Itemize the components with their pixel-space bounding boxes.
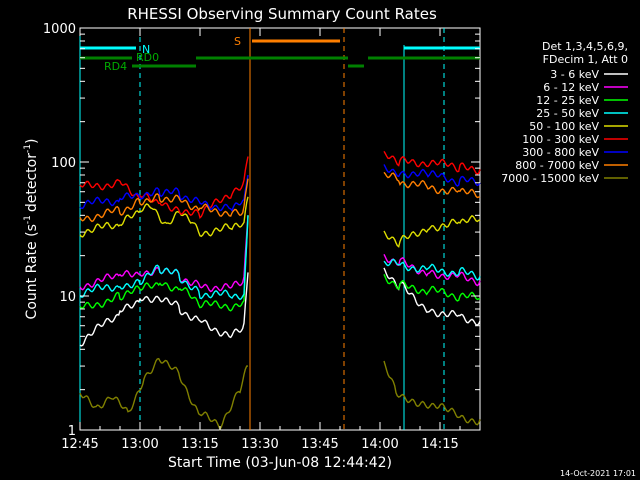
series-line xyxy=(383,253,481,287)
y-axis-label: Count Rate (s-1detector-1) xyxy=(23,139,40,320)
y-tick-label: 1 xyxy=(68,424,76,439)
series-line xyxy=(383,360,481,426)
footer-timestamp: 14-Oct-2021 17:01 xyxy=(560,469,636,478)
y-tick-label: 100 xyxy=(51,156,76,171)
legend-entry-label: 25 - 50 keV xyxy=(536,107,599,120)
y-axis-label-sup1: -1 xyxy=(23,215,33,224)
legend-entry-label: 300 - 800 keV xyxy=(522,146,599,159)
chart-title: RHESSI Observing Summary Count Rates xyxy=(127,5,437,23)
y-axis-label-main: Count Rate (s xyxy=(24,224,40,319)
legend: Det 1,3,4,5,6,9,FDecim 1, Att 0 3 - 6 keV… xyxy=(501,40,628,185)
y-axis-label-mid: detector xyxy=(24,153,40,212)
series-line xyxy=(79,178,249,223)
series-line xyxy=(79,196,249,238)
series-group xyxy=(79,150,481,431)
x-tick-label: 13:30 xyxy=(241,437,278,452)
saa-flag-label: S xyxy=(234,35,241,48)
legend-header-line: Det 1,3,4,5,6,9, xyxy=(542,40,628,53)
series-line xyxy=(79,156,249,219)
series-line xyxy=(79,215,249,301)
legend-header-line: FDecim 1, Att 0 xyxy=(543,53,628,66)
series-line xyxy=(79,272,249,347)
status-flags: N S RD0 RD4 xyxy=(80,35,480,73)
y-axis-label-end: ) xyxy=(24,139,40,144)
axes: 12:45 13:00 13:15 13:30 13:45 14:00 14:15 1 10 10… xyxy=(43,22,481,452)
gap-markers xyxy=(79,28,445,430)
y-axis-label-sup2: -1 xyxy=(23,144,33,153)
series-line xyxy=(79,174,249,213)
x-tick-label: 13:15 xyxy=(181,437,218,452)
x-tick-label: 12:45 xyxy=(61,437,98,452)
legend-entry-label: 3 - 6 keV xyxy=(550,68,599,81)
x-tick-label: 13:45 xyxy=(301,437,338,452)
y-tick-label: 10 xyxy=(59,290,76,305)
legend-entry-label: 100 - 300 keV xyxy=(522,133,599,146)
y-tick-label: 1000 xyxy=(43,22,76,37)
legend-entry-label: 800 - 7000 keV xyxy=(515,159,599,172)
series-line xyxy=(79,215,249,312)
legend-entry-label: 50 - 100 keV xyxy=(529,120,599,133)
series-line xyxy=(383,164,481,187)
rd4-flag-label: RD4 xyxy=(104,60,127,73)
night-flag-label: N xyxy=(142,43,150,56)
series-line xyxy=(383,150,481,175)
rd0-flag-label: RD0 xyxy=(136,51,159,64)
legend-entry-label: 6 - 12 keV xyxy=(543,81,599,94)
series-line xyxy=(383,214,481,248)
legend-entry-label: 7000 - 15000 keV xyxy=(501,172,599,185)
x-tick-label: 13:00 xyxy=(121,437,158,452)
legend-entry-label: 12 - 25 keV xyxy=(536,94,599,107)
x-axis-label: Start Time (03-Jun-08 12:44:42) xyxy=(168,455,392,471)
series-line xyxy=(383,171,481,199)
series-line xyxy=(383,258,481,281)
series-line xyxy=(383,274,481,302)
x-tick-label: 14:00 xyxy=(361,437,398,452)
x-tick-label: 14:15 xyxy=(421,437,458,452)
